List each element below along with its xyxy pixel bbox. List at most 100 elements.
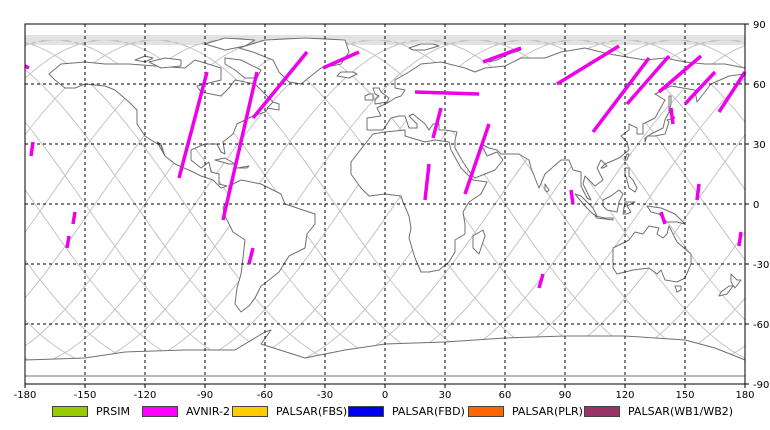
lon-tick-label-4: -60 <box>257 390 273 400</box>
swath-segment-10 <box>482 46 522 64</box>
graticule-layer <box>24 23 746 385</box>
coastline-iceland <box>336 71 358 79</box>
swath-segment-6 <box>247 247 255 265</box>
legend-item-prsim: PRSIM <box>52 402 130 420</box>
swath-segment-4 <box>177 71 209 179</box>
swath-segment-8 <box>322 50 360 70</box>
coastline-sri-lanka <box>544 183 550 193</box>
lat-tick-label-2: 30 <box>753 140 766 151</box>
coastline-ireland <box>364 93 374 101</box>
legend-swatch-palsar-fbd <box>348 405 384 417</box>
legend-item-palsar-wb: PALSAR(WB1/WB2) <box>584 402 733 420</box>
lon-tick-label-6: 0 <box>382 390 388 400</box>
lon-tick-label-5: -30 <box>317 390 333 400</box>
coastline-victoria-island <box>148 57 182 69</box>
latitude-axis: 90 60 30 0 -30 -60 -90 <box>753 20 769 391</box>
lat-tick-label-1: 60 <box>753 80 766 91</box>
swath-segment-18 <box>657 54 703 94</box>
swath-segment-20 <box>683 70 717 106</box>
axis-ticks-layer <box>24 23 749 388</box>
coastline-baffin-island <box>224 57 262 79</box>
lon-tick-label-1: -150 <box>74 390 97 400</box>
swath-segment-25 <box>659 211 667 225</box>
legend-label-palsar-wb: PALSAR(WB1/WB2) <box>628 404 734 418</box>
coastline-taiwan <box>624 153 630 161</box>
coastline-eurasia <box>366 47 746 201</box>
lat-tick-label-3: 0 <box>753 200 759 211</box>
swath-segment-11 <box>431 107 443 139</box>
swath-segment-15 <box>556 44 620 86</box>
coastline-new-zealand-north <box>730 273 742 289</box>
legend-item-palsar-fbs: PALSAR(FBS) <box>232 402 347 420</box>
swath-layer <box>24 44 747 289</box>
coastline-japan <box>644 111 676 143</box>
legend-label-avnir2: AVNIR-2 <box>186 404 230 418</box>
coastline-borneo <box>602 189 624 213</box>
swath-segment-13 <box>423 163 431 201</box>
swath-segment-5 <box>221 71 259 221</box>
coastline-layer <box>24 37 746 377</box>
swath-segment-2 <box>71 211 77 225</box>
swath-segment-0 <box>24 64 30 70</box>
lat-tick-label-4: -30 <box>753 260 769 271</box>
lon-tick-label-0: -180 <box>14 390 37 400</box>
legend-item-avnir2: AVNIR-2 <box>142 402 230 420</box>
coastline-great-britain <box>372 87 390 105</box>
swath-segment-12 <box>463 123 491 195</box>
coverage-map: -180 -150 -120 -90 -60 -30 0 30 60 90 120 150 180 90… <box>14 20 770 400</box>
coastline-sakhalin <box>668 95 672 113</box>
lon-tick-label-7: 30 <box>439 390 452 400</box>
lon-tick-label-11: 150 <box>675 390 694 400</box>
lon-tick-label-3: -90 <box>197 390 213 400</box>
legend-item-palsar-fbd: PALSAR(FBD) <box>348 402 465 420</box>
swath-segment-22 <box>695 183 701 201</box>
lon-tick-label-9: 90 <box>559 390 572 400</box>
swath-segment-17 <box>625 54 671 106</box>
lat-tick-label-0: 90 <box>753 20 766 31</box>
lon-tick-label-10: 120 <box>615 390 634 400</box>
coastline-philippines <box>624 167 638 193</box>
longitude-axis: -180 -150 -120 -90 -60 -30 0 30 60 90 120 150 180 <box>14 390 755 400</box>
legend-label-palsar-plr: PALSAR(PLR) <box>512 404 583 418</box>
lat-tick-label-5: -60 <box>753 320 769 331</box>
swath-segment-21 <box>717 71 747 113</box>
coastline-new-guinea <box>646 205 686 225</box>
legend: PRSIM AVNIR-2 PALSAR(FBS) PALSAR(FBD) PA… <box>0 400 770 424</box>
legend-swatch-palsar-plr <box>468 405 504 417</box>
legend-label-prsim: PRSIM <box>96 404 130 418</box>
coastline-java <box>594 215 614 221</box>
swath-segment-9 <box>414 90 480 96</box>
swath-segment-7 <box>251 50 309 120</box>
coastline-sulawesi <box>622 201 636 215</box>
coastline-madagascar <box>472 229 486 255</box>
legend-swatch-avnir2 <box>142 405 178 417</box>
coastline-banks-island <box>134 55 154 63</box>
legend-label-palsar-fbd: PALSAR(FBD) <box>392 404 465 418</box>
coastline-africa <box>350 129 488 273</box>
coastline-svalbard <box>408 43 440 51</box>
coastline-hainan <box>600 163 608 169</box>
swath-segment-3 <box>65 235 71 249</box>
swath-segment-19 <box>669 107 675 125</box>
swath-segment-14 <box>537 273 545 289</box>
coastline-hispaniola <box>236 165 250 169</box>
lon-tick-label-2: -120 <box>134 390 157 400</box>
lon-tick-label-8: 60 <box>499 390 512 400</box>
orbit-track-13 <box>24 39 746 369</box>
coastline-new-zealand-south <box>718 285 734 297</box>
lon-tick-label-12: 180 <box>735 390 754 400</box>
coastline-greenland <box>238 37 350 85</box>
coastline-south-america <box>222 179 316 313</box>
coastline-tasmania <box>674 285 682 293</box>
lat-tick-label-6: -90 <box>753 380 769 391</box>
legend-swatch-palsar-wb <box>584 405 620 417</box>
coastline-australia <box>612 225 692 283</box>
coastline-north-america <box>48 59 274 189</box>
coastline-newfoundland <box>266 101 280 111</box>
legend-swatch-palsar-fbs <box>232 405 268 417</box>
legend-item-palsar-plr: PALSAR(PLR) <box>468 402 583 420</box>
coastline-ellesmere-island <box>204 37 256 51</box>
swath-segment-16 <box>591 56 651 134</box>
legend-label-palsar-fbs: PALSAR(FBS) <box>276 404 348 418</box>
legend-swatch-prsim <box>52 405 88 417</box>
